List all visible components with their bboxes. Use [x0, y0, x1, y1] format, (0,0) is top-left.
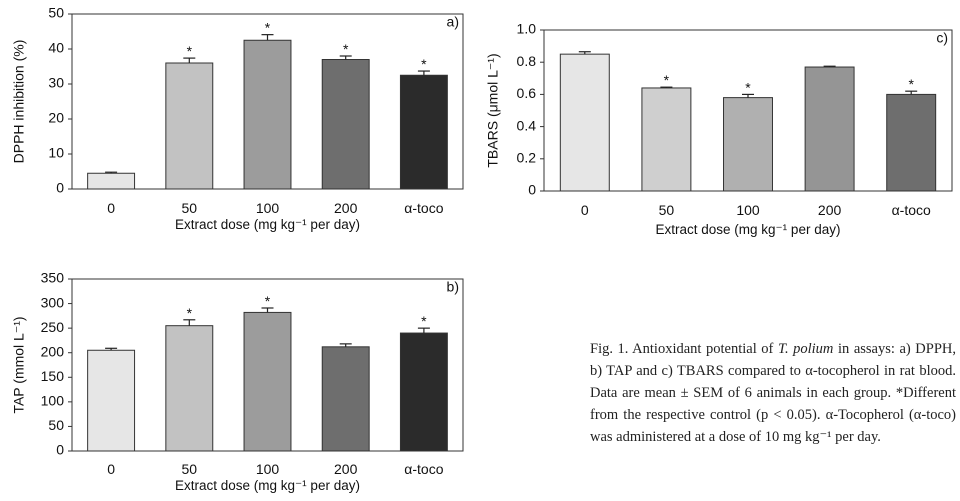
y-tick-label: 20: [48, 110, 64, 126]
x-tick-label: 200: [334, 461, 358, 477]
significance-marker: *: [187, 43, 193, 59]
y-tick-label: 100: [41, 393, 65, 409]
caption-body: in assays: a) DPPH, b) TAP and c) TBARS …: [590, 341, 956, 445]
y-tick-label: 0: [56, 180, 64, 196]
x-tick-label: 100: [256, 200, 280, 216]
chart-tap: b) 0 50 100 150 200 250 300 350 TAP (mmol L⁻¹) 0 * 5…: [11, 270, 464, 493]
y-tick-label: 10: [48, 145, 64, 161]
bar: [886, 93, 937, 192]
y-tick-label: 0: [528, 182, 536, 198]
panel-label: b): [447, 278, 459, 294]
y-tick-label: 0.2: [517, 150, 537, 166]
significance-marker: *: [421, 313, 427, 329]
x-tick-label: 0: [581, 202, 589, 218]
y-tick-label: 1.0: [517, 21, 537, 37]
bar: [399, 74, 448, 190]
figure-caption: Fig. 1. Antioxidant potential of T. poli…: [590, 338, 956, 498]
significance-marker: *: [421, 56, 427, 72]
y-tick-label: 50: [48, 5, 64, 21]
x-tick-label: 50: [182, 200, 198, 216]
x-tick-label: 100: [256, 461, 280, 477]
bar: [165, 325, 214, 452]
y-tick-label: 30: [48, 75, 64, 91]
y-tick-label: 0.8: [517, 53, 537, 69]
y-tick-label: 350: [41, 270, 65, 286]
x-tick-label: α-toco: [404, 461, 443, 477]
y-tick-label: 50: [48, 417, 64, 433]
caption-prefix: Fig. 1. Antioxidant potential of: [590, 341, 778, 357]
y-tick-label: 250: [41, 319, 65, 335]
significance-marker: *: [265, 293, 271, 309]
y-axis-label: DPPH inhibition (%): [11, 40, 27, 164]
x-tick-label: 100: [736, 202, 760, 218]
x-tick-label: 0: [107, 200, 115, 216]
y-tick-label: 300: [41, 294, 65, 310]
bar: [87, 172, 136, 190]
bar: [243, 311, 292, 452]
x-tick-label: 50: [659, 202, 675, 218]
bar: [559, 53, 610, 192]
x-tick-label: 200: [334, 200, 358, 216]
x-tick-label: 200: [818, 202, 842, 218]
y-tick-label: 0: [56, 442, 64, 458]
caption-species: T. polium: [777, 341, 834, 357]
bar: [321, 59, 370, 190]
significance-marker: *: [265, 20, 271, 36]
significance-marker: *: [908, 76, 914, 92]
y-tick-label: 0.4: [517, 117, 537, 133]
y-tick-label: 40: [48, 40, 64, 56]
significance-marker: *: [664, 72, 670, 88]
bar: [399, 332, 448, 452]
significance-marker: *: [745, 79, 751, 95]
bar: [165, 62, 214, 190]
bar: [321, 346, 370, 452]
y-axis-label: TBARS (μmol L⁻¹): [485, 53, 501, 167]
panel-label: a): [447, 13, 459, 29]
x-axis-label: Extract dose (mg kg⁻¹ per day): [656, 222, 841, 237]
y-tick-label: 0.6: [517, 85, 537, 101]
x-axis-label: Extract dose (mg kg⁻¹ per day): [175, 478, 360, 493]
bar: [723, 97, 773, 192]
y-axis-label: TAP (mmol L⁻¹): [11, 316, 27, 413]
chart-dpph: a) 0 10 20 30 40 50 DPPH inhibition (%) 0 * 50 * 100…: [11, 5, 464, 232]
panel-label: c): [936, 29, 948, 45]
x-axis-label: Extract dose (mg kg⁻¹ per day): [175, 217, 360, 232]
x-tick-label: 0: [107, 461, 115, 477]
x-tick-label: α-toco: [404, 200, 443, 216]
chart-tbars: c) 0 0.2 0.4 0.6 0.8 1.0 TBARS (μmol L⁻¹) 0 * 50 * 1…: [485, 21, 953, 237]
x-tick-label: α-toco: [892, 202, 931, 218]
y-tick-label: 150: [41, 368, 65, 384]
x-tick-label: 50: [182, 461, 198, 477]
bar: [243, 39, 292, 190]
bar: [804, 66, 855, 192]
significance-marker: *: [343, 41, 349, 57]
bar: [87, 349, 136, 452]
y-tick-label: 200: [41, 343, 65, 359]
bar: [641, 87, 692, 192]
significance-marker: *: [187, 305, 193, 321]
